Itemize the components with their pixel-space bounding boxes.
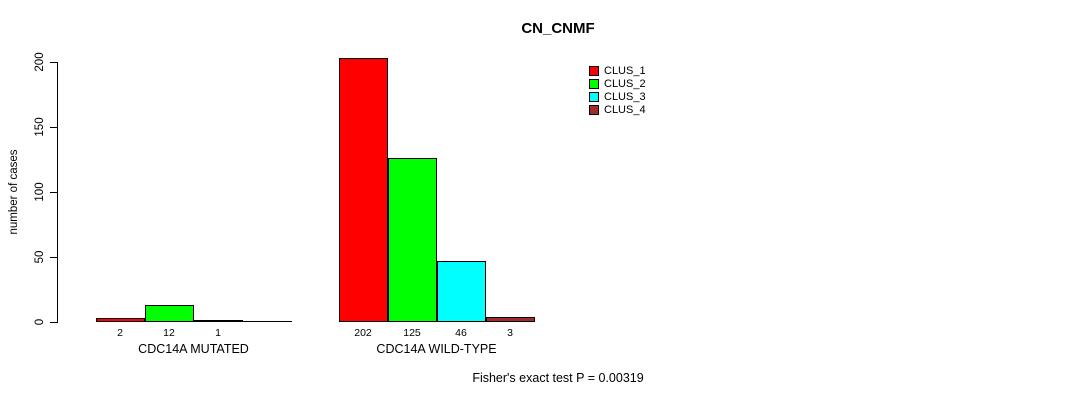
legend-swatch-clus_1: [589, 66, 599, 76]
bar-value-label: 46: [455, 327, 467, 339]
legend-swatch-clus_3: [589, 92, 599, 102]
bar-value-label: 202: [354, 327, 372, 339]
legend-label: CLUS_4: [604, 104, 646, 116]
bar: [338, 58, 388, 322]
bar-value-label: 3: [507, 327, 513, 339]
y-tick: [50, 61, 58, 63]
bar: [436, 261, 486, 322]
y-tick: [50, 321, 58, 323]
bar: [144, 305, 194, 322]
legend-swatch-clus_2: [589, 79, 599, 89]
bar: [485, 317, 535, 322]
legend-label: CLUS_3: [604, 91, 646, 103]
fisher-test-note: Fisher's exact test P = 0.00319: [472, 371, 644, 385]
y-tick: [50, 191, 58, 193]
y-tick: [50, 256, 58, 258]
bar: [193, 320, 243, 322]
bar-value-label: 125: [403, 327, 421, 339]
bar-value-label: 1: [215, 327, 221, 339]
bar: [95, 318, 145, 322]
bar-value-label: 12: [163, 327, 175, 339]
legend-swatch-clus_4: [589, 105, 599, 115]
group-label: CDC14A MUTATED: [138, 342, 249, 356]
y-tick: [50, 126, 58, 128]
bar-value-label: 2: [117, 327, 123, 339]
legend-label: CLUS_1: [604, 65, 646, 77]
bar: [242, 321, 292, 322]
chart-title: CN_CNMF: [521, 20, 595, 37]
bar: [387, 158, 437, 322]
legend-label: CLUS_2: [604, 78, 646, 90]
group-label: CDC14A WILD-TYPE: [376, 342, 497, 356]
